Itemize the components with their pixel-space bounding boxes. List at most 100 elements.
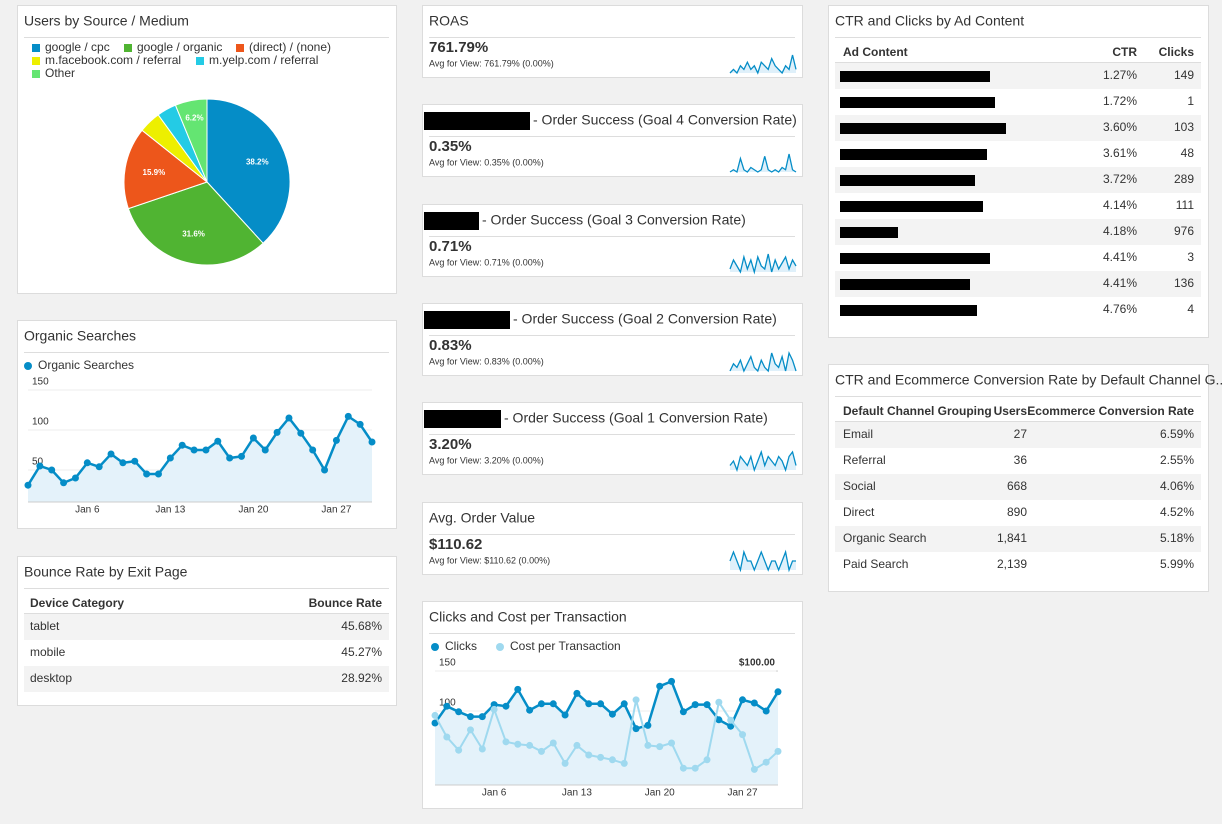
data-point: [273, 428, 281, 436]
data-point: [502, 702, 510, 710]
table-cell: 2.55%: [1160, 453, 1194, 467]
redaction: [840, 279, 970, 290]
legend-label: Other: [45, 66, 75, 80]
data-point: [526, 706, 534, 714]
scorecard-value: 0.35%: [429, 138, 472, 155]
data-point: [739, 731, 747, 739]
data-point: [226, 454, 234, 462]
x-tick-label: Jan 13: [155, 505, 185, 516]
scorecard-avg: Avg for View: 3.20% (0.00%): [429, 455, 544, 465]
data-point: [297, 429, 305, 437]
scorecard-value: 0.71%: [429, 238, 472, 255]
data-point: [131, 457, 139, 465]
data-point: [703, 701, 711, 709]
table-cell: Paid Search: [843, 557, 908, 571]
data-point: [537, 700, 545, 708]
redaction: [840, 71, 990, 82]
table-cell: Organic Search: [843, 531, 926, 545]
data-point: [490, 705, 498, 713]
legend-label: Clicks: [445, 639, 477, 653]
legend-marker: [496, 643, 504, 651]
table-cell: mobile: [30, 645, 66, 659]
table-cell: 3.72%: [1103, 172, 1137, 186]
redaction: [424, 311, 510, 329]
data-point: [679, 708, 687, 716]
table-cell: 3: [1187, 250, 1194, 264]
scorecard-title: - Order Success (Goal 4 Conversion Rate): [533, 112, 797, 128]
scorecard-title: - Order Success (Goal 3 Conversion Rate): [482, 212, 746, 228]
legend-label: google / cpc: [45, 40, 110, 54]
row-band: [24, 666, 389, 692]
redaction: [840, 149, 987, 160]
legend-swatch: [32, 44, 40, 52]
data-point: [620, 759, 628, 767]
scorecard-title: - Order Success (Goal 1 Conversion Rate): [504, 410, 768, 426]
column-header: Ad Content: [843, 45, 908, 59]
table-cell: 4.14%: [1103, 198, 1137, 212]
table-cell: 6.59%: [1160, 427, 1194, 441]
redaction: [424, 212, 479, 230]
data-point: [368, 438, 376, 446]
data-point: [691, 701, 699, 709]
data-point: [466, 713, 474, 721]
data-point: [514, 740, 522, 748]
sparkline: [729, 549, 796, 573]
data-point: [309, 446, 317, 454]
data-point: [561, 759, 569, 767]
data-point: [514, 685, 522, 693]
y-tick-label: 150: [32, 377, 49, 388]
table-cell: 1.27%: [1103, 68, 1137, 82]
scorecard-avg: Avg for View: 761.79% (0.00%): [429, 58, 554, 68]
row-band: [835, 422, 1201, 448]
data-point: [238, 452, 246, 460]
table-cell: 4.06%: [1160, 479, 1194, 493]
x-tick-label: Jan 27: [728, 788, 758, 799]
legend-swatch: [196, 57, 204, 65]
panel-title: Bounce Rate by Exit Page: [24, 564, 188, 580]
panel-title: Users by Source / Medium: [24, 13, 189, 29]
data-point: [83, 459, 91, 467]
pie-slice: [174, 98, 208, 183]
scorecard-avg: Avg for View: 0.83% (0.00%): [429, 356, 544, 366]
column-header: Ecommerce Conversion Rate: [1027, 404, 1194, 418]
data-point: [668, 677, 676, 685]
table-cell: Social: [843, 479, 876, 493]
panel: [422, 5, 803, 78]
redaction: [840, 305, 977, 316]
y-tick-label: 100: [32, 417, 49, 428]
data-point: [356, 420, 364, 428]
sparkline: [729, 350, 797, 373]
data-point: [774, 747, 782, 755]
data-point: [60, 479, 68, 487]
panel-title: CTR and Ecommerce Conversion Rate by Def…: [835, 372, 1222, 388]
data-point: [727, 722, 735, 730]
legend-label: m.yelp.com / referral: [209, 53, 318, 67]
scorecard-value: $110.62: [429, 536, 482, 553]
scorecard-avg: Avg for View: 0.35% (0.00%): [429, 157, 544, 167]
sparkline: [729, 153, 797, 174]
table-cell: 27: [1014, 427, 1028, 441]
panel: [422, 204, 803, 277]
redaction: [840, 201, 983, 212]
data-point: [95, 463, 103, 471]
table-cell: 4: [1187, 302, 1194, 316]
table-cell: tablet: [30, 619, 60, 633]
scorecard-avg: Avg for View: 0.71% (0.00%): [429, 257, 544, 267]
scorecard-value: 0.83%: [429, 337, 472, 354]
legend-swatch: [32, 57, 40, 65]
x-tick-label: Jan 20: [645, 788, 675, 799]
data-point: [608, 756, 616, 764]
table-cell: 149: [1174, 68, 1194, 82]
data-point: [36, 462, 44, 470]
data-point: [431, 711, 439, 719]
table-cell: 5.99%: [1160, 557, 1194, 571]
data-point: [261, 446, 269, 454]
row-band: [835, 474, 1201, 500]
table-cell: 3.60%: [1103, 120, 1137, 134]
x-tick-label: Jan 13: [562, 788, 592, 799]
column-header: Device Category: [30, 596, 124, 610]
scorecard-title: - Order Success (Goal 2 Conversion Rate): [513, 311, 777, 327]
y-tick-label: 150: [439, 658, 456, 669]
